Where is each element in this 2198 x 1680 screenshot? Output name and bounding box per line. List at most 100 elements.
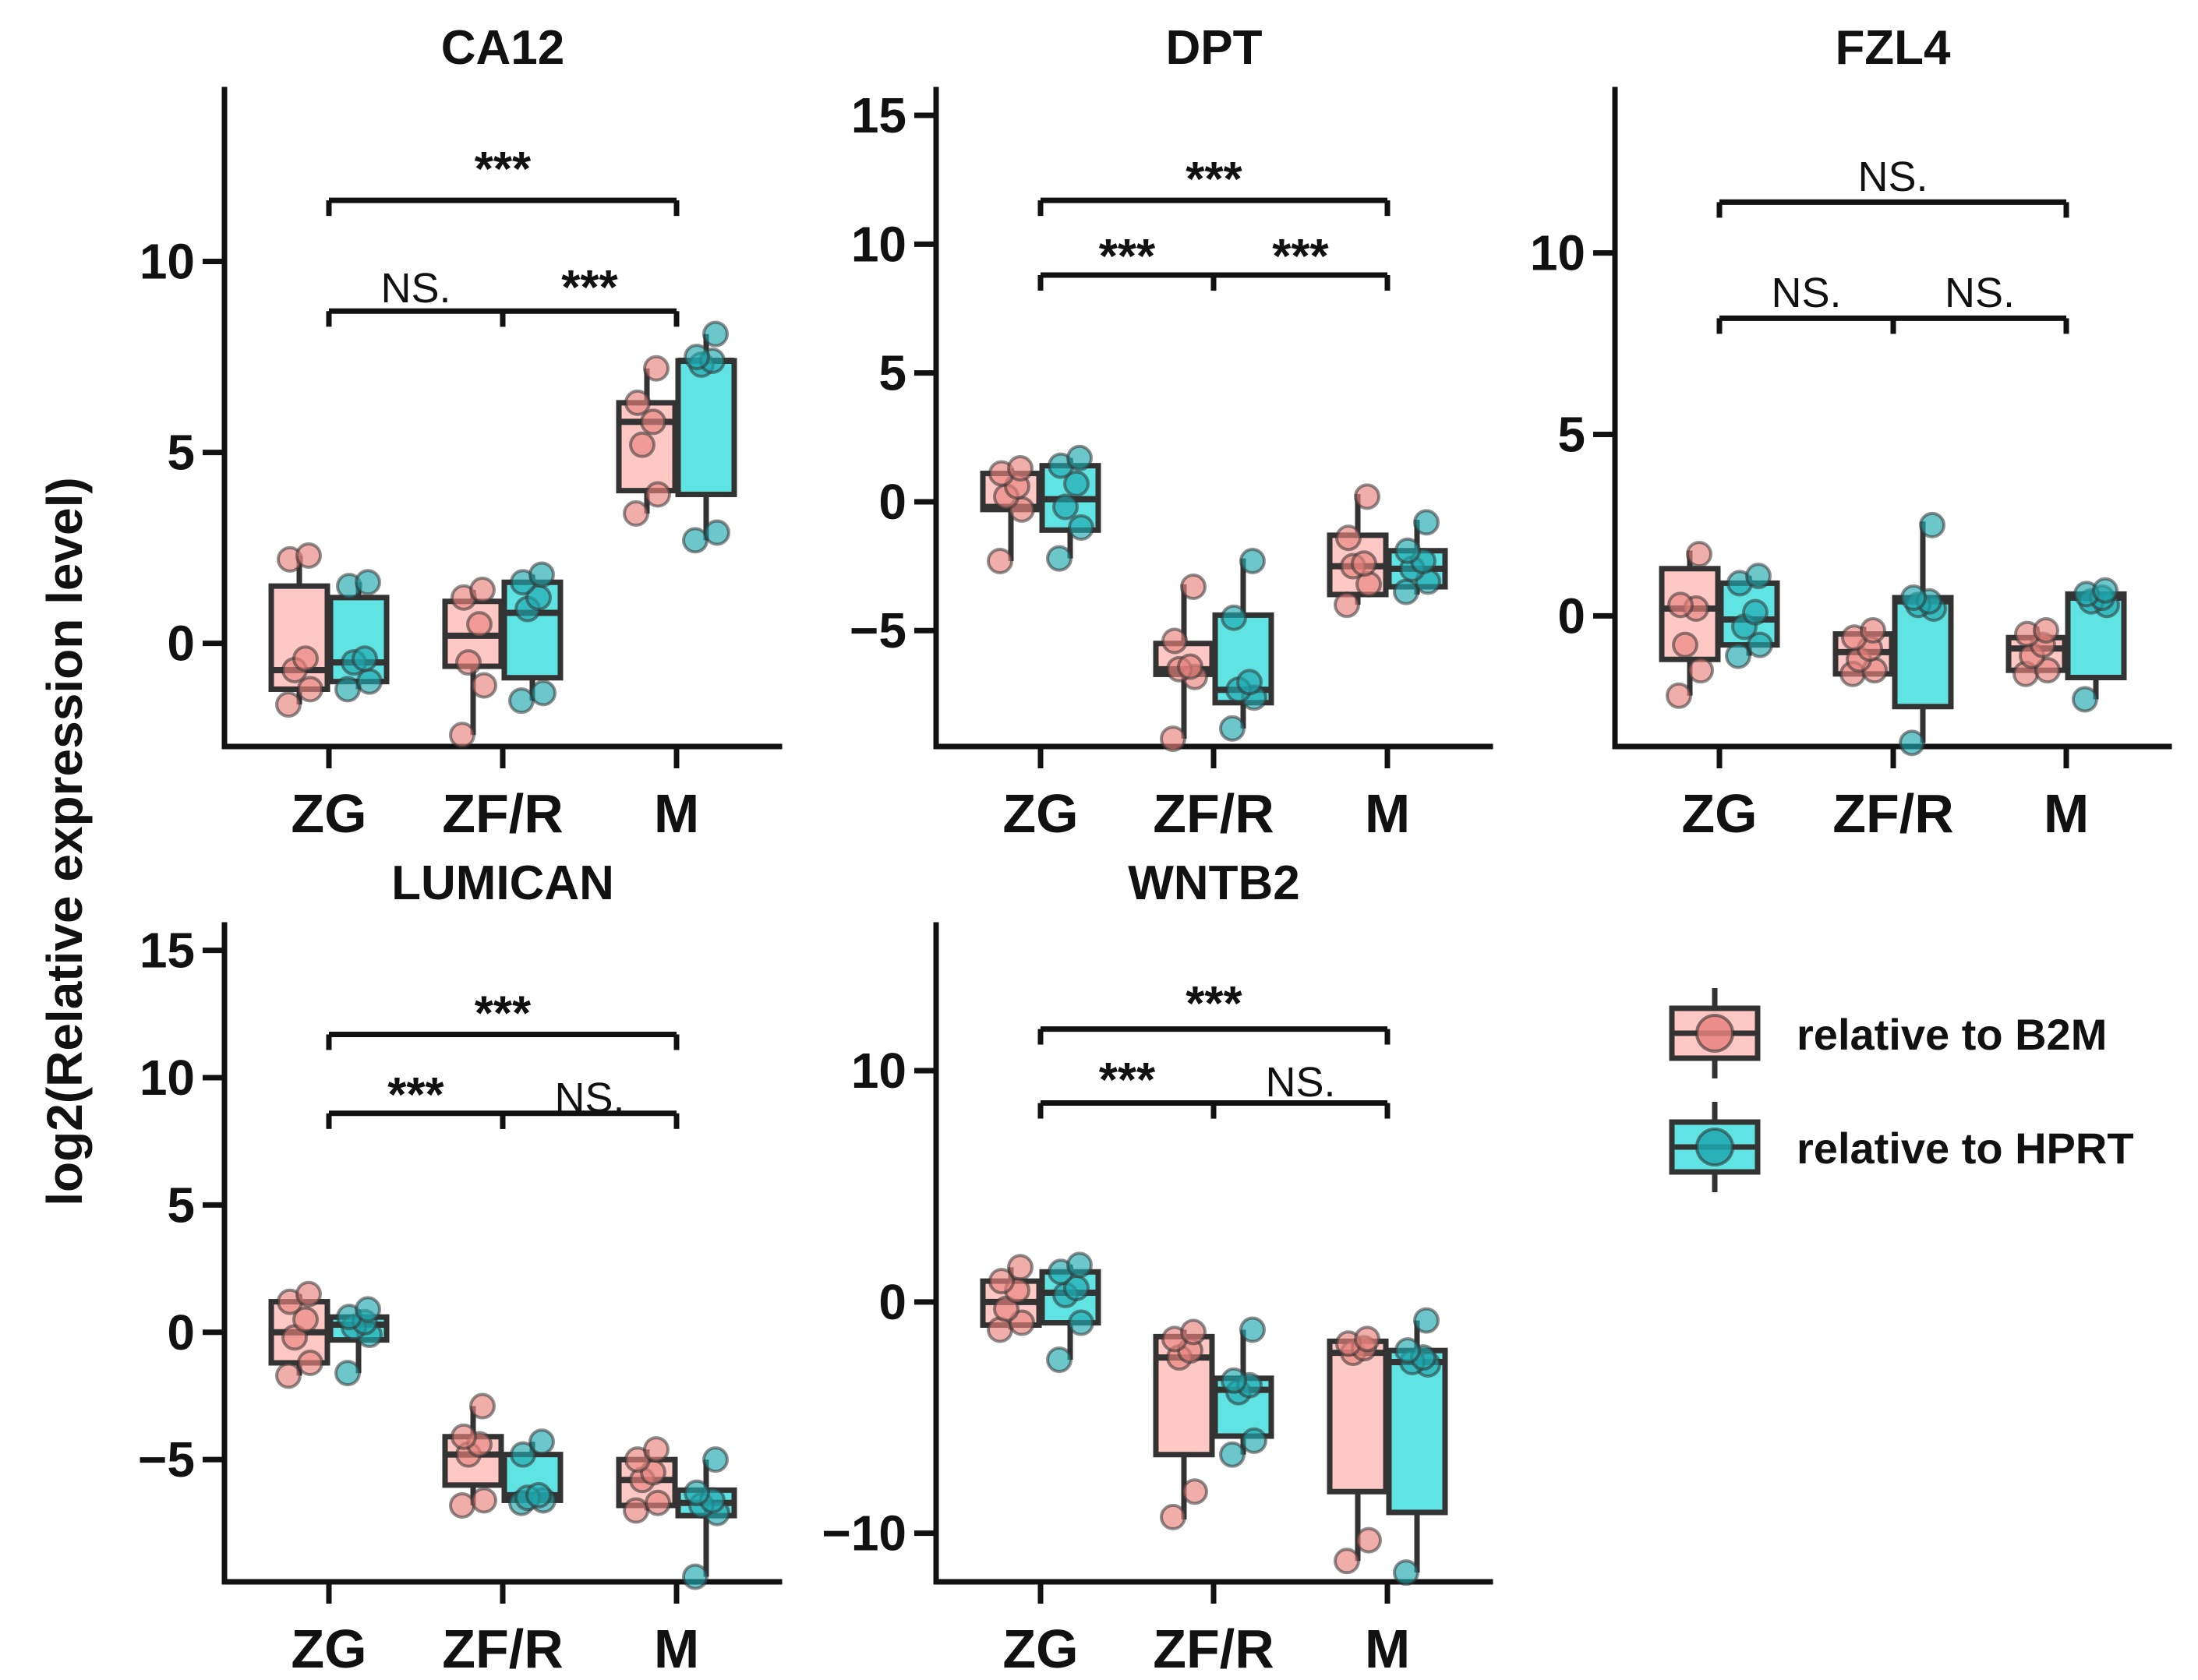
chart-panel-dpt: DPT −5 0 5 10 15 ZG ZF/R M *** *** *** [850,21,1493,844]
box-b2m-zg [980,454,1042,574]
y-tick-label: 15 [851,87,906,143]
data-point [987,547,1013,574]
legend-dot [1695,1014,1734,1053]
data-point [471,1487,497,1514]
data-point [451,1423,477,1450]
box-b2m-zfr [442,577,504,749]
box-iqr [1386,1347,1448,1516]
data-point [528,561,555,588]
data-point [1160,725,1186,753]
box-hprt-zfr [1212,1316,1274,1468]
significance-bracket: *** [1037,230,1217,291]
data-point [1747,631,1773,658]
significance-bracket: *** [1210,230,1391,291]
x-category-label: ZG [291,783,366,844]
data-point [1007,1254,1034,1281]
data-point [684,344,710,371]
y-tick-label: 0 [878,474,906,530]
panel-title: WNTB2 [1128,856,1299,910]
data-point [1066,444,1093,471]
data-point [1666,682,1692,709]
data-point [1068,514,1094,541]
data-point [1046,1346,1072,1374]
significance-bracket: NS. [1716,270,1896,334]
x-category-label: ZF/R [442,783,564,844]
data-point [471,672,497,699]
significance-label: *** [475,987,532,1041]
data-point [1860,616,1886,644]
data-point [510,1441,536,1468]
significance-label: NS. [1265,1059,1335,1106]
y-tick-label: 5 [167,1177,195,1233]
data-point [275,691,302,718]
significance-label: NS. [380,265,451,312]
data-point [1007,454,1034,482]
data-point [1393,1559,1419,1586]
significance-label: *** [1186,153,1242,206]
significance-bracket: NS. [1716,154,2069,218]
y-tick-label: 10 [1530,225,1585,281]
y-tick-label: 5 [167,425,195,481]
data-point [1686,541,1712,568]
box-hprt-zg [1039,444,1101,572]
data-point [1899,729,1925,757]
panel-title: DPT [1166,21,1263,75]
box-hprt-zg [327,1296,390,1387]
data-point [623,500,649,528]
data-point [704,519,730,546]
y-tick-label: 10 [851,216,906,272]
box-b2m-zfr [1832,616,1895,687]
data-point [297,676,323,703]
box-hprt-m [1386,1307,1448,1586]
data-point [702,320,729,348]
data-point [1239,1316,1266,1343]
significance-label: *** [387,1068,444,1122]
data-point [455,649,482,676]
chart-panel-fzl4: FZL4 0 5 10 ZG ZF/R M NS. NS. NS. [1530,21,2172,844]
data-point [469,577,496,604]
box-hprt-zg [327,569,390,703]
significance-label: NS. [1945,270,2015,316]
data-point [1745,563,1772,590]
data-point [1161,627,1188,655]
data-point [2092,577,2118,604]
box-b2m-zfr [1153,1318,1215,1530]
box-hprt-m [675,1446,737,1590]
y-tick-label: −10 [822,1505,906,1562]
data-point [1219,715,1246,742]
data-point [1334,1548,1360,1575]
data-point [297,1350,323,1376]
significance-bracket: NS. [1890,270,2069,334]
data-point [508,687,535,715]
legend: relative to B2M relative to HPRT [1669,988,2134,1192]
data-point [1180,1318,1207,1346]
significance-label: *** [561,261,618,315]
x-category-label: M [654,1618,699,1679]
significance-bracket: *** [1037,977,1391,1045]
data-point [355,1296,381,1323]
data-point [1052,493,1079,521]
data-point [292,645,319,672]
data-point [1394,1337,1421,1364]
data-point [643,355,670,382]
panel-title: CA12 [441,21,565,75]
significance-bracket: NS. [500,1075,680,1129]
box-b2m-m [616,1436,678,1524]
data-point [1241,1427,1267,1454]
significance-label: NS. [1771,270,1841,316]
data-point [1672,631,1698,658]
data-point [528,1428,555,1456]
significance-bracket: *** [500,261,680,327]
data-point [352,645,378,672]
y-tick-label: 15 [140,923,195,979]
legend-item-b2m: relative to B2M [1669,988,2107,1078]
y-tick-label: 0 [1557,588,1585,644]
data-point [449,1491,475,1519]
y-tick-label: 0 [878,1274,906,1330]
panel-title: LUMICAN [391,856,614,910]
significance-bracket: NS. [1210,1059,1391,1119]
y-tick-label: −5 [850,602,906,658]
data-point [1393,578,1419,605]
x-category-label: ZG [1002,783,1078,844]
